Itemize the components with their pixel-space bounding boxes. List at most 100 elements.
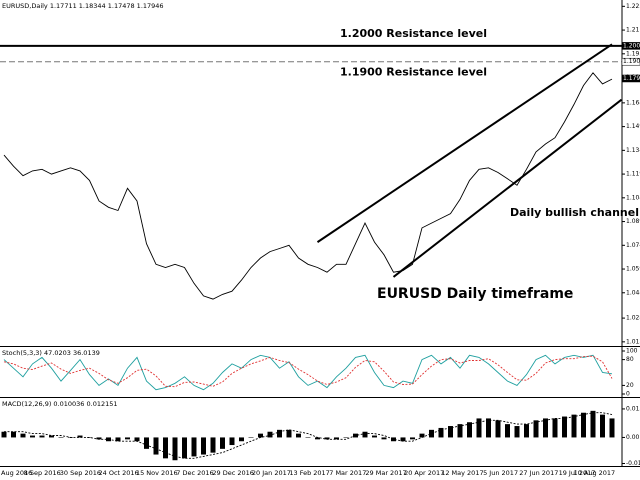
x-tick-label: Aug 2016: [1, 469, 32, 477]
macd-bar: [552, 418, 558, 438]
y-tick-label: 100: [626, 348, 638, 355]
annotation: Daily bullish channel: [510, 206, 639, 219]
price-label: 1.1900: [623, 58, 640, 65]
macd-bar: [58, 437, 64, 438]
macd-bar: [239, 437, 244, 442]
macd-bar: [457, 424, 463, 438]
x-tick-label: 29 Mar 2017: [365, 469, 406, 477]
macd-bar: [305, 437, 311, 438]
macd-bar: [258, 433, 263, 438]
y-tick-label: 1.225: [626, 3, 640, 10]
macd-bar: [191, 437, 197, 457]
y-tick-label: 0.00: [626, 434, 640, 441]
y-tick-label: 1.21: [626, 27, 640, 34]
macd-bar: [144, 437, 149, 449]
macd-bar: [96, 437, 102, 440]
oscillator-line: [3, 354, 613, 391]
macd-bar: [419, 433, 425, 438]
macd-bar: [600, 414, 605, 438]
macd-bar: [410, 437, 415, 440]
x-tick-label: 7 Mar 2017: [329, 469, 366, 477]
price-label: 1.1794: [623, 75, 640, 82]
macd-bar: [590, 410, 596, 438]
macd-bar: [172, 437, 178, 461]
price-line: [3, 72, 613, 300]
oscillator-line: [3, 355, 613, 388]
x-tick-label: 20 Jan 2017: [252, 469, 291, 477]
x-tick-label: 30 Sep 2016: [60, 469, 101, 477]
macd-bar: [324, 437, 330, 440]
macd-bar: [20, 433, 26, 438]
macd-bar: [495, 420, 501, 438]
y-tick-label: 1.059: [626, 266, 640, 273]
macd-bar: [286, 429, 292, 438]
y-tick-label: 1.013: [626, 338, 640, 345]
resistance-label: 1.2000 Resistance level: [340, 27, 487, 40]
price-label-box: [621, 74, 640, 83]
x-tick-label: 24 Oct 2016: [99, 469, 139, 477]
y-tick-label: 80: [626, 356, 634, 363]
x-tick-label: 19 Jul 2017: [559, 469, 596, 477]
x-tick-label: 13 Feb 2017: [289, 469, 329, 477]
macd-bar: [524, 424, 529, 438]
macd-bar: [543, 418, 548, 438]
x-tick-label: 29 Dec 2016: [212, 469, 254, 477]
macd-bar: [182, 437, 187, 459]
macd-bar: [343, 437, 349, 438]
price-label-box: [621, 57, 640, 66]
macd-bar: [372, 435, 377, 438]
macd-bar: [296, 433, 301, 438]
y-tick-label: -0.0137: [626, 460, 640, 467]
x-tick-label: 15 Nov 2016: [136, 469, 178, 477]
macd-bar: [400, 437, 406, 442]
macd-bar: [571, 414, 577, 438]
macd-bar: [163, 437, 168, 459]
macd-bar: [125, 437, 130, 440]
signal-line: [4, 412, 613, 459]
macd-bar: [505, 424, 510, 438]
macd-bar: [229, 437, 235, 446]
macd-bar: [429, 429, 434, 438]
macd-bar: [381, 437, 387, 440]
x-tick-label: 7 Dec 2016: [176, 469, 213, 477]
x-tick-label: 27 Jun 2017: [519, 469, 558, 477]
macd-bar: [11, 431, 16, 438]
x-tick-label: 12 May 2017: [441, 469, 483, 477]
channel-line: [392, 98, 623, 278]
macd-bar: [220, 437, 225, 449]
resistance-label: 1.1900 Resistance level: [340, 66, 487, 79]
y-tick-label: 1.104: [626, 194, 640, 201]
x-tick-label: 5 Jun 2017: [483, 469, 518, 477]
macd-bar: [115, 437, 121, 442]
macd-bar: [267, 431, 273, 438]
macd-bar: [533, 420, 539, 438]
x-tick-label: 20 Apr 2017: [404, 469, 444, 477]
macd-bar: [448, 426, 453, 438]
macd-bar: [87, 437, 92, 438]
macd-bar: [315, 437, 320, 440]
macd-header: MACD(12,26,9) 0.010036 0.012151: [2, 400, 118, 408]
x-tick-label: 10 Aug 2017: [574, 469, 616, 477]
macd-bar: [362, 431, 368, 438]
channel-line: [316, 43, 613, 243]
macd-bar: [334, 437, 339, 440]
macd-bar: [467, 422, 472, 438]
x-tick-label: 8 Sep 2016: [24, 469, 61, 477]
y-tick-label: 1.195: [626, 50, 640, 57]
stoch-header: Stoch(5,3,3) 47.0203 36.0139: [2, 349, 100, 357]
price-label: 1.2000: [623, 42, 640, 49]
macd-bar: [134, 437, 140, 442]
y-tick-label: 1.044: [626, 289, 640, 296]
y-tick-label: 1.028: [626, 315, 640, 322]
macd-bar: [210, 437, 216, 453]
macd-bar: [248, 437, 254, 438]
macd-bar: [39, 435, 45, 438]
macd-bar: [201, 437, 206, 455]
y-tick-label: 1.089: [626, 218, 640, 225]
macd-bar: [277, 429, 282, 438]
y-tick-label: 0.015: [626, 405, 640, 412]
macd-bar: [30, 435, 35, 438]
macd-bar: [476, 418, 482, 438]
y-tick-label: 20: [626, 382, 634, 389]
